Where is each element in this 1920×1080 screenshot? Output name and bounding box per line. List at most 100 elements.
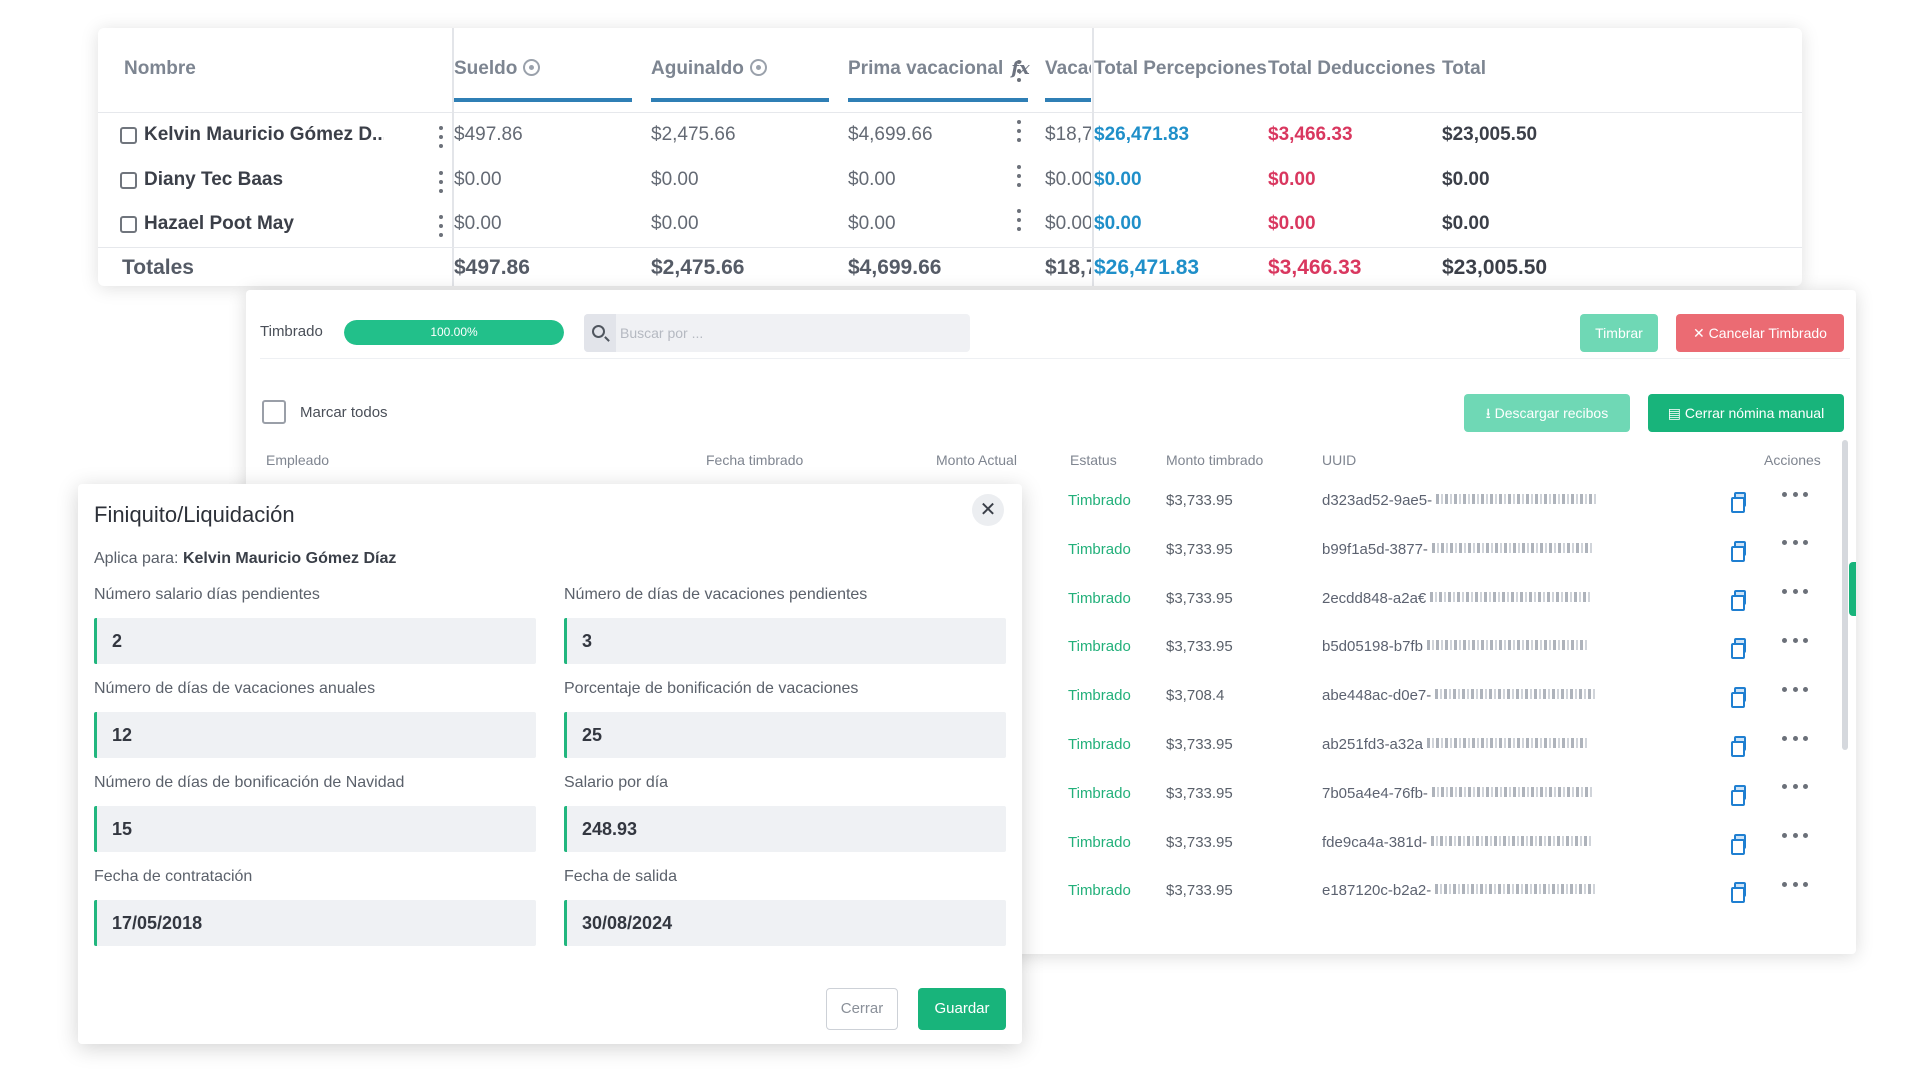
cerrar-nomina-manual-button[interactable]: ▤ Cerrar nómina manual [1648, 394, 1844, 432]
aguinaldo-cell: $0.00 [651, 169, 699, 190]
applies-name: Kelvin Mauricio Gómez Díaz [182, 550, 397, 567]
totals-percepciones: $26,471.83 [1094, 256, 1200, 279]
uuid-value: abe448ac-d0e7- [1322, 687, 1632, 704]
column-divider [1092, 28, 1094, 286]
fecha-salida-input[interactable]: 30/08/2024 [564, 900, 1006, 946]
more-options-icon[interactable] [1782, 636, 1808, 644]
copy-icon[interactable] [1731, 540, 1746, 562]
settings-icon[interactable] [523, 59, 541, 76]
col-empleado[interactable]: Empleado [266, 452, 330, 468]
table-row: Timbrado $3,733.95 d323ad52-9ae5- [246, 478, 1856, 526]
scrollbar[interactable] [1842, 440, 1848, 750]
monto-timbrado: $3,708.4 [1166, 687, 1225, 705]
row-menu-icon[interactable] [1016, 165, 1022, 187]
row-menu-icon[interactable] [1016, 209, 1022, 231]
monto-timbrado: $3,733.95 [1166, 492, 1233, 509]
search-icon-wrap[interactable] [584, 314, 616, 352]
col-estatus[interactable]: Estatus [1070, 452, 1117, 468]
fecha-contratacion-input[interactable]: 17/05/2018 [94, 900, 536, 946]
row-menu-icon[interactable] [438, 171, 444, 193]
header-total[interactable]: Total [1442, 58, 1486, 79]
field-label: Salario por día [564, 774, 669, 791]
row-checkbox[interactable] [120, 216, 137, 233]
salario-dias-pendientes-input[interactable]: 2 [94, 618, 536, 664]
header-nombre[interactable]: Nombre [124, 58, 196, 79]
progress-fill [344, 320, 564, 345]
more-options-icon[interactable] [1782, 832, 1808, 840]
col-uuid[interactable]: UUID [1322, 452, 1357, 468]
header-total-deducciones[interactable]: Total Deducciones [1268, 58, 1436, 79]
col-monto-actual[interactable]: Monto Actual [936, 452, 1017, 468]
header-prima-vacacional[interactable]: Prima vacacional fx [848, 58, 1030, 80]
cerrar-button[interactable]: Cerrar [826, 988, 898, 1030]
vacaciones-anuales-input[interactable]: 12 [94, 712, 536, 758]
copy-icon[interactable] [1731, 638, 1746, 660]
table-row: Timbrado $3,733.95 e187120c-b2a2- [246, 868, 1856, 916]
marcar-todos-checkbox[interactable] [262, 400, 286, 424]
vacac-cell: $18,7 [1045, 124, 1091, 145]
header-aguinaldo-label: Aguinaldo [651, 58, 744, 79]
more-options-icon[interactable] [1782, 880, 1808, 888]
uuid-redacted [1431, 786, 1592, 797]
row-menu-icon[interactable] [438, 126, 444, 148]
vacac-cell: $0.00 [1045, 169, 1091, 190]
uuid-redacted [1431, 542, 1592, 553]
uuid-text: e187120c-b2a2- [1322, 882, 1432, 900]
row-menu-icon[interactable] [1016, 120, 1022, 142]
totals-sueldo: $497.86 [454, 256, 530, 279]
close-icon[interactable]: ✕ [972, 494, 1004, 526]
salario-por-dia-input[interactable]: 248.93 [564, 806, 1006, 852]
uuid-redacted [1426, 640, 1587, 651]
search-box [584, 314, 970, 352]
vacaciones-pendientes-input[interactable]: 3 [564, 618, 1006, 664]
uuid-text: fde9ca4a-381d- [1322, 833, 1428, 851]
search-input[interactable] [620, 314, 960, 352]
header-vacac[interactable]: Vacac [1045, 58, 1091, 79]
totals-row: Totales $497.86 $2,475.66 $4,699.66 $18,… [98, 248, 1802, 286]
copy-icon[interactable] [1731, 687, 1746, 709]
header-aguinaldo[interactable]: Aguinaldo [651, 58, 767, 80]
sueldo-cell: $0.00 [454, 213, 502, 234]
marcar-todos-label[interactable]: Marcar todos [300, 404, 388, 421]
uuid-value: d323ad52-9ae5- [1322, 492, 1632, 509]
row-menu-icon[interactable] [438, 215, 444, 237]
more-options-icon[interactable] [1782, 539, 1808, 547]
more-options-icon[interactable] [1782, 734, 1808, 742]
settings-icon[interactable] [749, 59, 767, 76]
header-total-percepciones[interactable]: Total Percepciones [1094, 58, 1267, 79]
uuid-value: b99f1a5d-3877- [1322, 541, 1632, 558]
cancelar-timbrado-button[interactable]: ✕ Cancelar Timbrado [1676, 314, 1844, 352]
guardar-button[interactable]: Guardar [918, 988, 1006, 1030]
totals-aguinaldo: $2,475.66 [651, 256, 745, 279]
col-fecha-timbrado[interactable]: Fecha timbrado [706, 452, 804, 468]
more-options-icon[interactable] [1782, 685, 1808, 693]
side-tab[interactable] [1849, 562, 1856, 616]
copy-icon[interactable] [1731, 882, 1746, 904]
copy-icon[interactable] [1731, 833, 1746, 855]
copy-icon[interactable] [1731, 492, 1746, 513]
timbrar-button[interactable]: Timbrar [1580, 314, 1658, 352]
formula-icon[interactable]: fx [1011, 58, 1030, 79]
copy-icon[interactable] [1731, 784, 1746, 806]
column-menu-icon[interactable] [1016, 60, 1022, 82]
col-monto-timbrado[interactable]: Monto timbrado [1166, 452, 1264, 468]
prima-cell: $0.00 [848, 169, 896, 190]
timbrado-label: Timbrado [260, 323, 323, 340]
porcentaje-bonificacion-input[interactable]: 25 [564, 712, 1006, 758]
prima-cell: $0.00 [848, 213, 896, 234]
employee-name[interactable]: Kelvin Mauricio Gómez D... [144, 124, 384, 145]
employee-name[interactable]: Hazael Poot May [144, 213, 294, 234]
bonificacion-navidad-input[interactable]: 15 [94, 806, 536, 852]
copy-icon[interactable] [1731, 589, 1746, 611]
descargar-label: Descargar recibos [1494, 405, 1609, 421]
row-checkbox[interactable] [120, 172, 137, 189]
row-checkbox[interactable] [120, 127, 137, 144]
copy-icon[interactable] [1731, 736, 1746, 757]
descargar-recibos-button[interactable]: ⭳ Descargar recibos [1464, 394, 1630, 432]
more-options-icon[interactable] [1782, 588, 1808, 596]
employee-name[interactable]: Diany Tec Baas [144, 169, 284, 190]
more-options-icon[interactable] [1782, 783, 1808, 791]
more-options-icon[interactable] [1782, 490, 1808, 498]
prima-underline [848, 98, 1028, 102]
header-sueldo[interactable]: Sueldo [454, 58, 541, 80]
